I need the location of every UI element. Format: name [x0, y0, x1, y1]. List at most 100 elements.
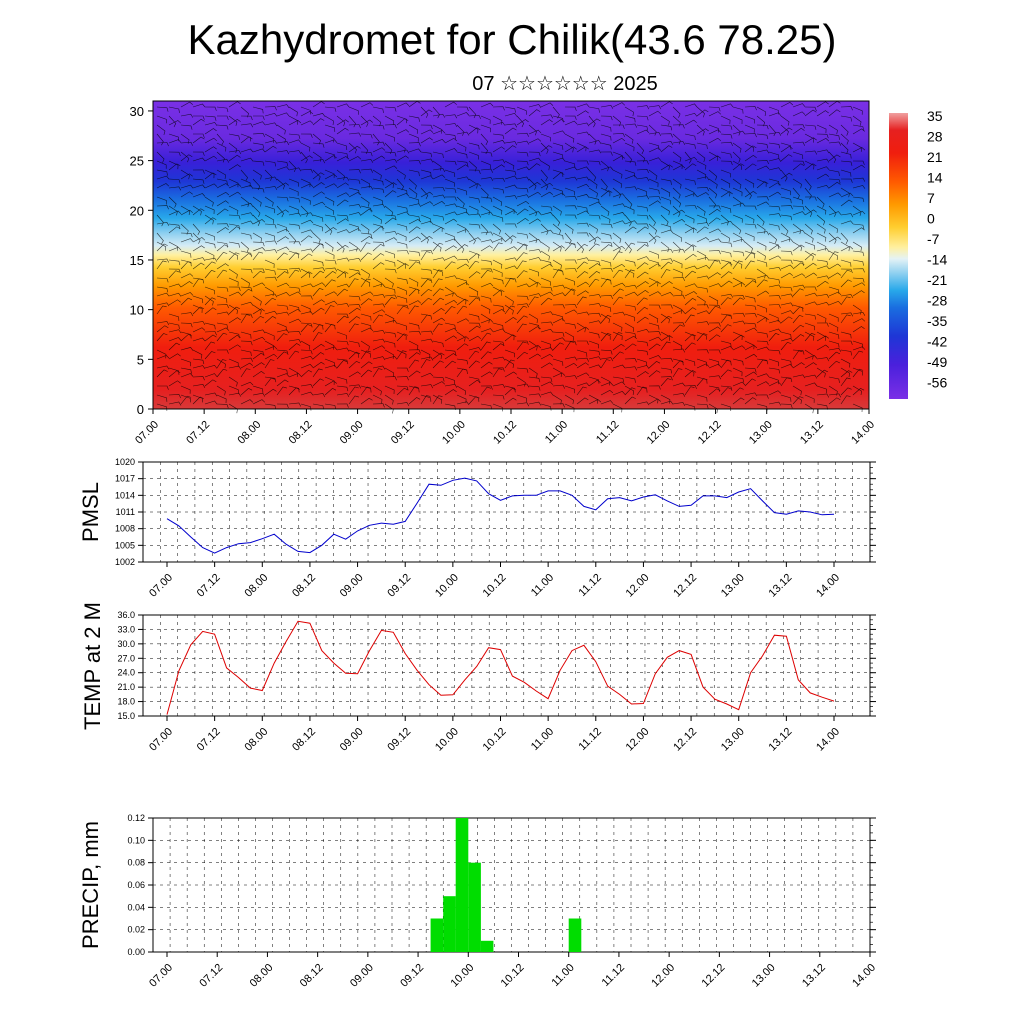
- wind-barb: [564, 268, 577, 273]
- wind-barb: [648, 105, 662, 110]
- wind-barb: [660, 115, 670, 126]
- wind-barb: [336, 151, 348, 158]
- wind-barb: [468, 379, 481, 387]
- wind-barb: [300, 219, 314, 225]
- wind-barb: [180, 141, 193, 146]
- wind-barb: [348, 169, 361, 174]
- wind-barb: [408, 142, 421, 147]
- wind-barb: [276, 373, 290, 378]
- wind-barb: [456, 112, 470, 117]
- wind-barb: [300, 155, 313, 162]
- wind-barb: [828, 192, 842, 198]
- wind-barb: [744, 260, 755, 270]
- wind-barb: [420, 372, 434, 378]
- wind-barb: [480, 102, 494, 108]
- wind-barb: [804, 382, 818, 387]
- wind-barb: [240, 331, 252, 339]
- wind-barb: [540, 286, 553, 292]
- wind-barb: [492, 205, 503, 215]
- wind-barb: [840, 331, 852, 339]
- wind-barb: [708, 358, 720, 366]
- wind-barb: [756, 304, 767, 313]
- wind-barb: [444, 335, 457, 342]
- wind-barb: [540, 102, 554, 108]
- wind-barb: [288, 232, 297, 245]
- wind-barb: [396, 259, 407, 269]
- wind-barb: [564, 106, 577, 112]
- wind-barb: [504, 127, 517, 135]
- wind-barb: [504, 385, 516, 393]
- x-tick-label: 13.00: [719, 572, 747, 600]
- wind-barb: [720, 359, 732, 369]
- wind-barb: [217, 115, 229, 120]
- wind-barb: [840, 349, 852, 356]
- wind-barb: [420, 288, 433, 297]
- wind-barb: [492, 259, 503, 269]
- wind-barb: [228, 191, 241, 198]
- wind-barb: [720, 160, 733, 166]
- wind-barb: [648, 196, 661, 201]
- wind-barb: [180, 273, 194, 279]
- wind-barb: [480, 168, 493, 173]
- wind-barb: [228, 291, 242, 297]
- wind-barb: [804, 313, 816, 320]
- wind-barb: [216, 106, 229, 113]
- wind-barb: [576, 362, 589, 369]
- x-tick-label: 07.12: [195, 572, 223, 600]
- wind-barb: [720, 133, 733, 139]
- panel: [148, 817, 876, 957]
- wind-barb: [216, 359, 227, 369]
- wind-barb: [816, 133, 829, 139]
- wind-barb: [792, 350, 803, 360]
- y-tick-label: 18.0: [117, 697, 135, 707]
- wind-barb: [792, 160, 805, 166]
- wind-barb: [288, 139, 302, 144]
- wind-barb: [840, 169, 852, 177]
- wind-barb: [840, 106, 853, 111]
- wind-barb: [216, 251, 228, 261]
- wind-barb: [480, 313, 490, 324]
- wind-barb: [408, 340, 419, 350]
- wind-barb: [444, 286, 454, 297]
- wind-barb: [780, 264, 794, 270]
- wind-barb: [648, 331, 661, 336]
- wind-barb: [348, 360, 361, 369]
- wind-barb: [840, 115, 852, 122]
- wind-barb: [180, 322, 193, 328]
- wind-barb: [660, 229, 674, 234]
- wind-barb: [672, 196, 682, 208]
- wind-barb: [756, 124, 769, 130]
- wind-barb: [480, 160, 491, 169]
- wind-barb: [504, 210, 518, 216]
- wind-barb: [468, 237, 482, 243]
- x-tick-label: 12.00: [649, 962, 677, 990]
- wind-barb: [528, 367, 538, 378]
- wind-barb: [708, 304, 721, 310]
- wind-barb: [384, 355, 398, 360]
- wind-barb: [516, 194, 530, 199]
- wind-barb: [192, 327, 206, 333]
- wind-barb: [372, 303, 386, 308]
- wind-barb: [768, 255, 782, 261]
- wind-barb: [792, 229, 806, 234]
- wind-barb: [468, 106, 477, 119]
- wind-barb: [840, 340, 853, 345]
- wind-barb: [168, 401, 182, 406]
- y-tick-label: 1011: [116, 507, 135, 517]
- wind-barb: [468, 178, 478, 189]
- wind-barb: [276, 351, 288, 360]
- wind-barb: [516, 132, 529, 137]
- wind-barb: [612, 403, 623, 413]
- wind-barb: [828, 211, 842, 216]
- wind-barb: [648, 259, 660, 267]
- wind-barb: [624, 106, 634, 117]
- wind-barb: [204, 364, 218, 369]
- wind-barb: [372, 403, 385, 408]
- wind-barb: [636, 177, 650, 182]
- wind-barb: [792, 205, 805, 211]
- wind-barb: [756, 181, 769, 189]
- wind-barb: [444, 187, 457, 193]
- wind-barb: [360, 252, 372, 261]
- wind-barb: [612, 102, 626, 108]
- wind-barb: [336, 192, 350, 198]
